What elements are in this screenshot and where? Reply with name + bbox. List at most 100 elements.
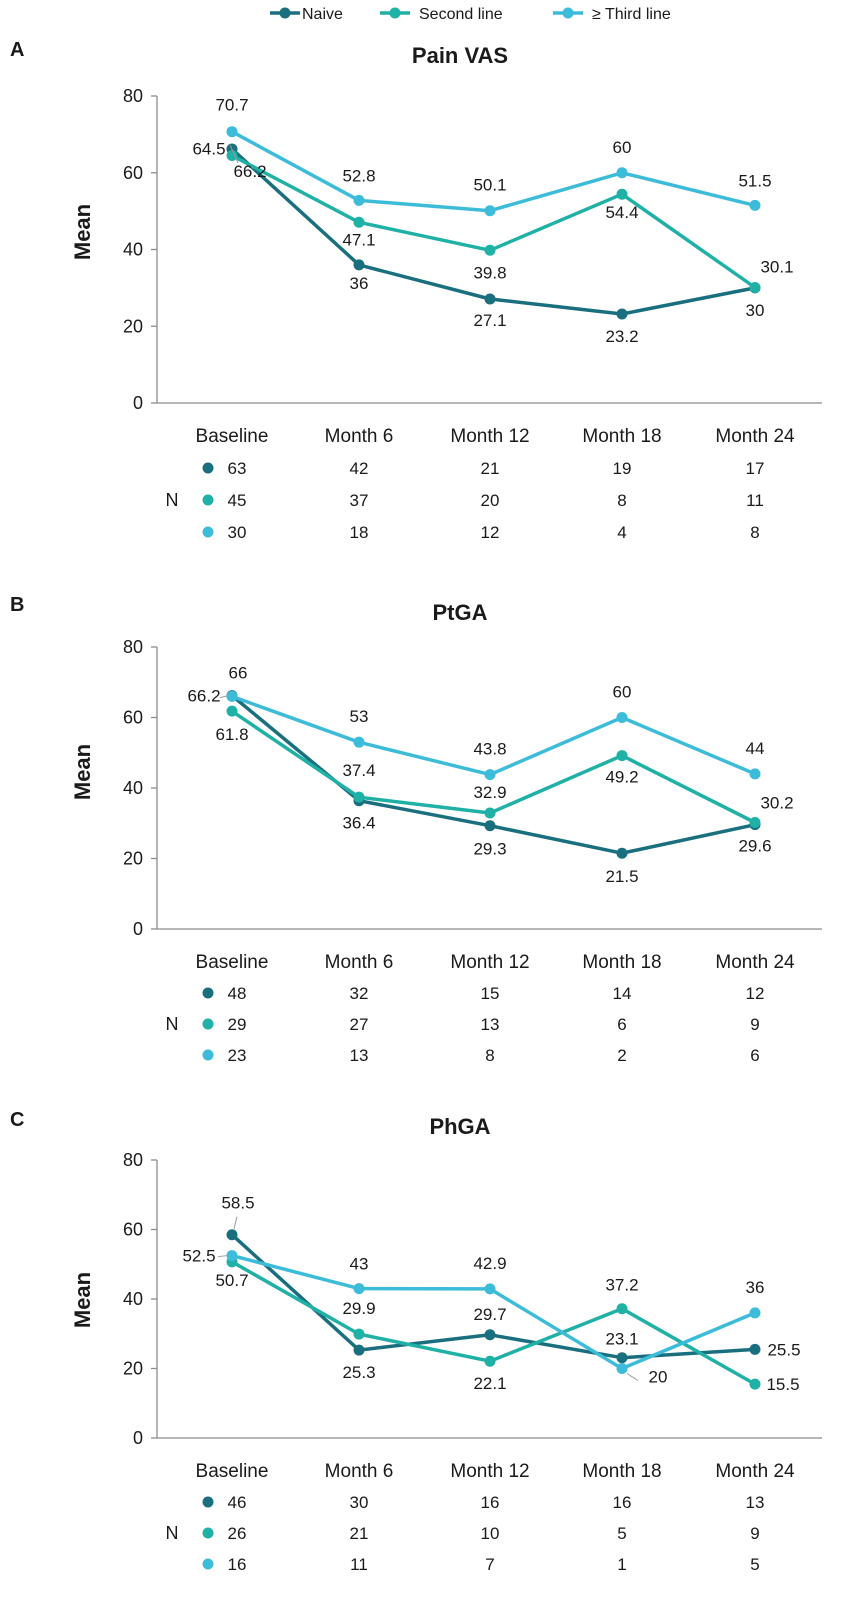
y-tick-label: 0 [133,393,143,413]
panel-c: C PhGA Mean 0 20 40 60 80 Baseline Month 6 Month 1… [10,1109,822,1574]
n-value: 32 [350,984,369,1003]
n-value: 16 [613,1493,632,1512]
n-value: 13 [746,1493,765,1512]
data-label: 47.1 [342,230,375,249]
data-label: 30 [746,301,765,320]
n-value: 8 [750,523,759,542]
y-tick-label: 60 [123,708,143,728]
data-label: 23.1 [605,1330,638,1349]
series-second [226,705,761,829]
data-point-third [616,167,628,179]
panel-letter: C [10,1109,24,1131]
data-point-second [616,750,628,762]
y-tick-label: 60 [123,1220,143,1240]
data-label: 36 [746,1278,765,1297]
data-label: 66.2 [233,162,266,181]
data-label: 29.7 [473,1305,506,1324]
n-row-third: 16 11 7 1 5 [202,1555,760,1574]
x-tick-label: Baseline [196,426,269,447]
n-row-second: 26 21 10 5 9 [202,1524,760,1543]
n-value: 12 [746,984,765,1003]
legend-label-naive: Naive [302,6,343,23]
data-point-third [226,126,238,138]
y-tick-label: 80 [123,1150,143,1170]
n-row-marker-second [202,1018,214,1030]
n-value: 46 [228,1493,247,1512]
n-value: 42 [350,459,369,478]
y-tick-label: 20 [123,849,143,869]
n-value: 17 [746,459,765,478]
n-value: 11 [746,491,764,510]
data-label: 66.2 [187,687,220,706]
panel-title: Pain VAS [412,43,508,68]
panel-letter: A [10,39,24,61]
n-value: 13 [481,1015,500,1034]
data-labels-third: 70.7 52.8 50.1 60 51.5 [215,96,771,195]
x-tick-label: Month 18 [582,952,661,973]
data-label: 29.9 [342,1299,375,1318]
data-label: 15.5 [766,1375,799,1394]
label-leader-line [626,1373,639,1381]
data-point-second [616,188,628,200]
data-label: 37.4 [342,761,375,780]
panel-title: PhGA [429,1114,490,1139]
n-value: 21 [350,1524,369,1543]
data-label: 54.4 [605,203,638,222]
y-tick-label: 0 [133,919,143,939]
data-point-third [353,1283,365,1295]
axes: 0 20 40 60 80 [123,1150,822,1448]
legend-item-third: ≥ Third line [553,6,671,23]
data-point-second [484,807,496,819]
data-point-naive [484,293,496,305]
data-label: 58.5 [221,1194,254,1213]
x-tick-label: Month 18 [582,1461,661,1482]
data-label: 52.5 [182,1247,215,1266]
axes: 0 20 40 60 80 [123,637,822,939]
n-table: N 46 30 16 16 13 26 21 10 5 9 16 11 7 1 5 [166,1493,765,1574]
data-point-second [226,149,238,161]
series-line-third [231,130,756,213]
data-label: 23.2 [605,327,638,346]
n-value: 30 [228,523,247,542]
data-labels-naive: 58.5 25.3 29.7 23.1 25.5 [221,1194,800,1382]
n-value: 30 [350,1493,369,1512]
n-value: 5 [750,1555,759,1574]
series-third [226,1250,761,1374]
panel-title: PtGA [433,600,488,625]
n-value: 7 [485,1555,494,1574]
n-row-naive: 46 30 16 16 13 [202,1493,765,1512]
n-table: N 48 32 15 14 12 29 27 13 6 9 23 13 8 2 6 [166,984,765,1065]
panel-letter: B [10,594,24,616]
x-tick-label: Month 18 [582,426,661,447]
data-point-second [749,281,761,293]
n-value: 15 [481,984,500,1003]
data-point-second [484,244,496,256]
legend-marker-naive [279,7,291,19]
data-label: 29.3 [473,840,506,859]
series-group [226,690,761,859]
y-axis-label: Mean [70,1272,95,1328]
data-label: 37.2 [605,1276,638,1295]
series-group [226,1229,761,1390]
n-value: 18 [350,523,369,542]
data-label: 30.2 [760,794,793,813]
data-point-naive [484,1329,496,1341]
data-label: 32.9 [473,783,506,802]
data-label: 60 [613,683,632,702]
n-row-second: 45 37 20 8 11 [202,491,764,510]
y-tick-label: 80 [123,86,143,106]
n-row-marker-third [202,1558,214,1570]
data-point-third [749,768,761,780]
legend-item-naive: Naive [270,6,343,23]
x-tick-label: Month 6 [325,1461,394,1482]
n-value: 45 [228,491,247,510]
x-tick-label: Month 12 [450,426,529,447]
legend: Naive Second line ≥ Third line [270,6,671,23]
data-label: 66 [229,663,248,682]
n-value: 12 [481,523,500,542]
n-value: 8 [617,491,626,510]
n-value: 19 [613,459,632,478]
n-value: 6 [617,1015,626,1034]
y-tick-label: 40 [123,1289,143,1309]
